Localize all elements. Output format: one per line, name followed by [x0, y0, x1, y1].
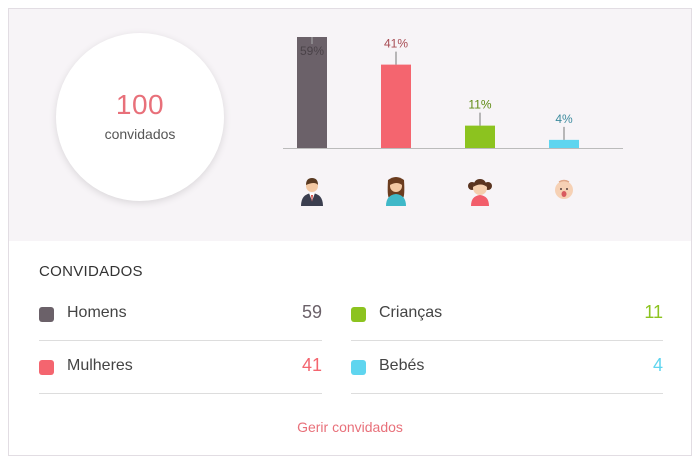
legend-value: 41 [301, 355, 322, 375]
guests-card: 100 convidados 59% 41% 11% 4% CONVIDADOS Ho… [8, 8, 692, 456]
total-guests-label: convidados [104, 126, 176, 142]
legend-swatch [39, 360, 54, 375]
legend-item-mulheres: Mulheres 41 [39, 342, 322, 394]
legend-swatch [351, 307, 366, 322]
legend-label: Bebés [379, 357, 425, 374]
baby-icon [555, 179, 573, 199]
legend-label: Mulheres [67, 357, 133, 374]
guests-legend-section: CONVIDADOS Homens 59 Crianças 11 Mulhere… [9, 241, 691, 455]
legend-swatch [351, 360, 366, 375]
legend-item-criancas: Crianças 11 [351, 289, 663, 341]
section-title: CONVIDADOS [39, 263, 143, 280]
woman-icon [386, 177, 406, 206]
manage-guests-link[interactable]: Gerir convidados [297, 419, 403, 435]
girl-icon [468, 179, 492, 206]
legend-item-homens: Homens 59 [39, 289, 322, 341]
bar-mulheres [381, 64, 411, 148]
bar-homens [297, 37, 327, 148]
bar-value-label: 4% [555, 112, 573, 126]
total-guests-count: 100 [115, 89, 165, 120]
legend-value: 11 [644, 302, 663, 322]
legend-label: Crianças [379, 304, 443, 321]
legend-value: 4 [652, 355, 663, 375]
legend-item-bebes: Bebés 4 [351, 342, 663, 394]
guests-bar-chart: 59% 41% 11% 4% [283, 37, 623, 206]
bar-value-label: 41% [384, 37, 408, 51]
legend-label: Homens [67, 304, 127, 321]
bar-value-label: 59% [300, 44, 324, 58]
bar-crianças [465, 125, 495, 148]
legend-swatch [39, 307, 54, 322]
bar-value-label: 11% [468, 98, 491, 112]
total-guests-circle: 100 convidados [56, 33, 224, 201]
legend-value: 59 [301, 302, 322, 322]
bar-bebés [549, 139, 579, 148]
guests-summary-panel: 100 convidados 59% 41% 11% 4% [9, 9, 691, 241]
man-icon [301, 178, 323, 206]
